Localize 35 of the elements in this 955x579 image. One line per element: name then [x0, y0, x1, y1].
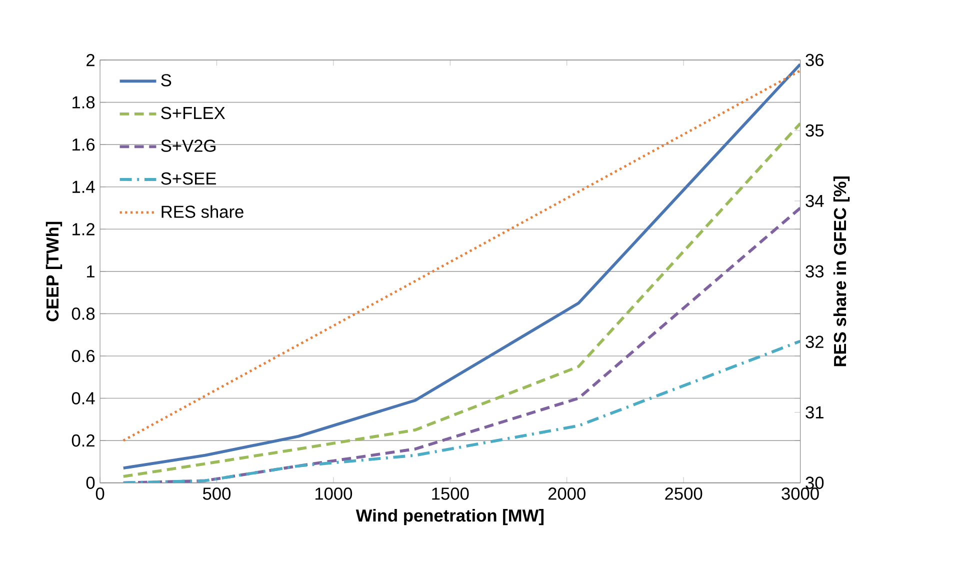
- y-axis-title: CEEP [TWh]: [46, 222, 62, 322]
- legend-label: S+SEE: [161, 172, 216, 185]
- y-tick-label: 2: [86, 54, 94, 66]
- y-tick-label: 0: [86, 476, 95, 490]
- y2-tick-label: 35: [806, 124, 824, 137]
- legend-label: S+FLEX: [161, 106, 226, 120]
- x-tick-label: 2000: [548, 488, 586, 500]
- y-tick-label: 1.4: [72, 180, 95, 193]
- y-tick-label: 0.2: [72, 434, 94, 447]
- y2-tick-label: 30: [806, 476, 824, 490]
- line-series: [122, 122, 800, 478]
- y2-tick-label: 36: [806, 54, 824, 66]
- x-tick-label: 0: [96, 488, 104, 500]
- y-tick-label: 0.8: [72, 308, 95, 320]
- y-tick-label: 0.6: [72, 350, 95, 362]
- y2-tick-label: 33: [806, 265, 824, 278]
- y2-axis-title: RES share in GFEC [%]: [833, 176, 850, 366]
- legend-label: S: [161, 74, 172, 86]
- x-tick-label: 2500: [665, 488, 702, 500]
- y-tick-label: 0.4: [72, 392, 95, 404]
- y-tick-label: 1.8: [72, 96, 95, 108]
- y-tick-label: 1: [87, 266, 94, 278]
- y2-tick-label: 31: [806, 406, 824, 419]
- y-tick-label: 1.6: [72, 138, 95, 151]
- x-tick-label: 1500: [432, 488, 469, 500]
- x-tick-label: 3000: [782, 488, 819, 500]
- y2-tick-label: 34: [806, 194, 824, 208]
- legend-label: S+V2G: [161, 140, 216, 152]
- x-axis-title: Wind penetration [MW]: [356, 509, 544, 526]
- legend-label: RES share: [162, 205, 244, 218]
- y2-tick-label: 32: [806, 336, 824, 348]
- x-tick-label: 500: [202, 488, 231, 500]
- x-tick-label: 1000: [315, 488, 352, 500]
- line-series: [122, 340, 800, 483]
- y-tick-label: 1.2: [72, 223, 94, 236]
